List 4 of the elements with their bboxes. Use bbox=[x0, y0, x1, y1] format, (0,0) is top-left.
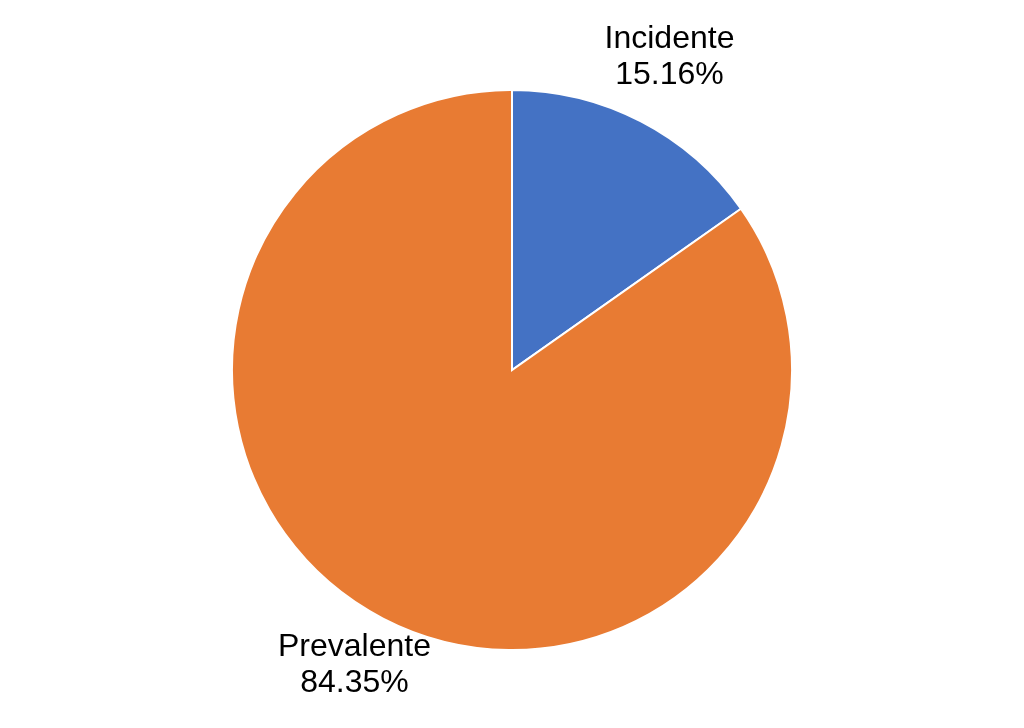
data-label: 15.16% bbox=[615, 55, 724, 92]
data-label: 84.35% bbox=[300, 662, 409, 699]
slice-label: Incidente bbox=[604, 19, 735, 56]
slice-label: Prevalente bbox=[278, 626, 431, 663]
